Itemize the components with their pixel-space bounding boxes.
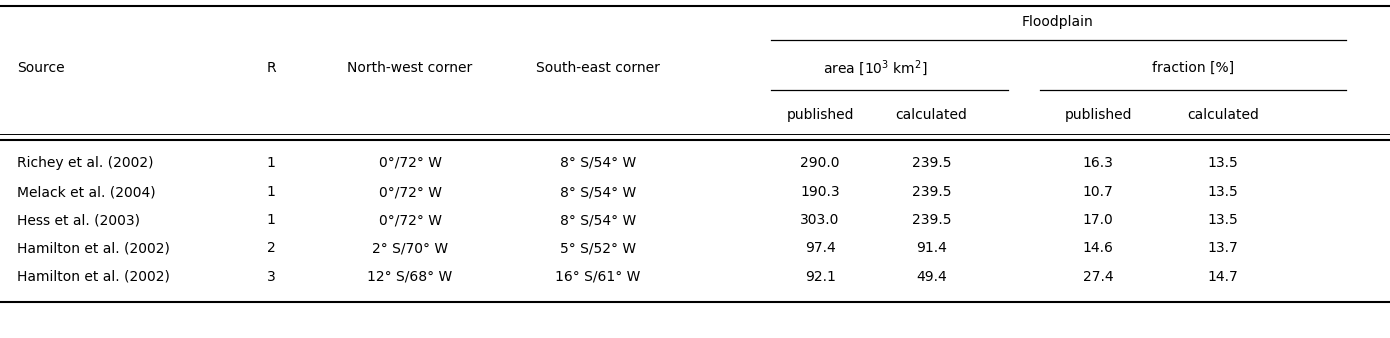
Text: 1: 1 <box>267 185 275 199</box>
Text: calculated: calculated <box>895 108 967 122</box>
Text: 12° S/68° W: 12° S/68° W <box>367 270 453 284</box>
Text: 8° S/54° W: 8° S/54° W <box>560 213 635 227</box>
Text: 13.5: 13.5 <box>1208 185 1238 199</box>
Text: 16° S/61° W: 16° S/61° W <box>555 270 641 284</box>
Text: Hamilton et al. (2002): Hamilton et al. (2002) <box>17 270 170 284</box>
Text: Source: Source <box>17 61 64 75</box>
Text: 13.5: 13.5 <box>1208 213 1238 227</box>
Text: 97.4: 97.4 <box>805 241 835 255</box>
Text: 1: 1 <box>267 156 275 170</box>
Text: 8° S/54° W: 8° S/54° W <box>560 156 635 170</box>
Text: Hamilton et al. (2002): Hamilton et al. (2002) <box>17 241 170 255</box>
Text: 239.5: 239.5 <box>912 213 951 227</box>
Text: Floodplain: Floodplain <box>1022 15 1094 29</box>
Text: calculated: calculated <box>1187 108 1259 122</box>
Text: 0°/72° W: 0°/72° W <box>378 185 442 199</box>
Text: 27.4: 27.4 <box>1083 270 1113 284</box>
Text: published: published <box>787 108 853 122</box>
Text: 0°/72° W: 0°/72° W <box>378 156 442 170</box>
Text: 92.1: 92.1 <box>805 270 835 284</box>
Text: 17.0: 17.0 <box>1083 213 1113 227</box>
Text: Hess et al. (2003): Hess et al. (2003) <box>17 213 139 227</box>
Text: published: published <box>1065 108 1131 122</box>
Text: South-east corner: South-east corner <box>535 61 660 75</box>
Text: 16.3: 16.3 <box>1083 156 1113 170</box>
Text: 303.0: 303.0 <box>801 213 840 227</box>
Text: R: R <box>267 61 275 75</box>
Text: 14.7: 14.7 <box>1208 270 1238 284</box>
Text: 190.3: 190.3 <box>801 185 840 199</box>
Text: 14.6: 14.6 <box>1083 241 1113 255</box>
Text: 8° S/54° W: 8° S/54° W <box>560 185 635 199</box>
Text: 13.7: 13.7 <box>1208 241 1238 255</box>
Text: 13.5: 13.5 <box>1208 156 1238 170</box>
Text: 290.0: 290.0 <box>801 156 840 170</box>
Text: fraction [%]: fraction [%] <box>1151 61 1234 75</box>
Text: 1: 1 <box>267 213 275 227</box>
Text: North-west corner: North-west corner <box>348 61 473 75</box>
Text: 49.4: 49.4 <box>916 270 947 284</box>
Text: Melack et al. (2004): Melack et al. (2004) <box>17 185 156 199</box>
Text: 239.5: 239.5 <box>912 185 951 199</box>
Text: 5° S/52° W: 5° S/52° W <box>560 241 635 255</box>
Text: Richey et al. (2002): Richey et al. (2002) <box>17 156 153 170</box>
Text: 10.7: 10.7 <box>1083 185 1113 199</box>
Text: 0°/72° W: 0°/72° W <box>378 213 442 227</box>
Text: 239.5: 239.5 <box>912 156 951 170</box>
Text: 2° S/70° W: 2° S/70° W <box>373 241 448 255</box>
Text: area [10$^3$ km$^2$]: area [10$^3$ km$^2$] <box>823 58 929 78</box>
Text: 2: 2 <box>267 241 275 255</box>
Text: 3: 3 <box>267 270 275 284</box>
Text: 91.4: 91.4 <box>916 241 947 255</box>
